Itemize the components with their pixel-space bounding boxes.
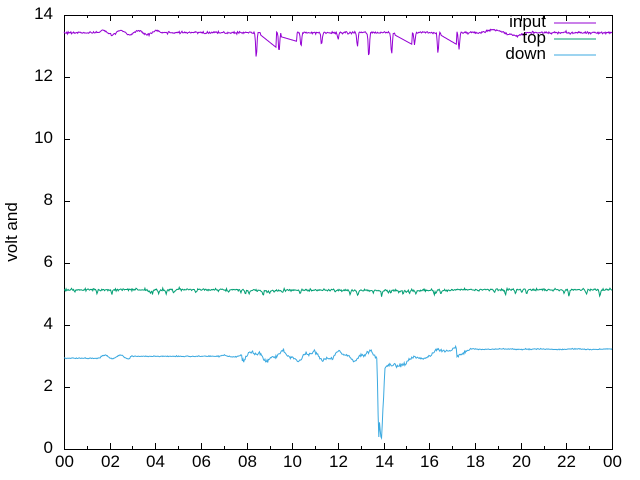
svg-text:04: 04 <box>146 452 165 471</box>
svg-text:18: 18 <box>466 452 485 471</box>
svg-text:12: 12 <box>329 452 348 471</box>
svg-text:14: 14 <box>375 452 394 471</box>
svg-text:22: 22 <box>557 452 576 471</box>
svg-text:12: 12 <box>34 66 53 85</box>
svg-text:2: 2 <box>44 376 53 395</box>
svg-text:08: 08 <box>238 452 257 471</box>
svg-text:4: 4 <box>44 314 53 333</box>
svg-text:0: 0 <box>44 438 53 457</box>
svg-text:10: 10 <box>34 128 53 147</box>
svg-text:06: 06 <box>192 452 211 471</box>
svg-text:14: 14 <box>34 4 53 23</box>
svg-text:00: 00 <box>55 452 74 471</box>
svg-text:02: 02 <box>101 452 120 471</box>
svg-text:00: 00 <box>603 452 622 471</box>
svg-text:6: 6 <box>44 252 53 271</box>
svg-text:16: 16 <box>420 452 439 471</box>
svg-text:8: 8 <box>44 190 53 209</box>
svg-text:volt and: volt and <box>2 202 21 262</box>
svg-text:10: 10 <box>283 452 302 471</box>
svg-text:20: 20 <box>512 452 531 471</box>
svg-text:down: down <box>505 44 546 63</box>
